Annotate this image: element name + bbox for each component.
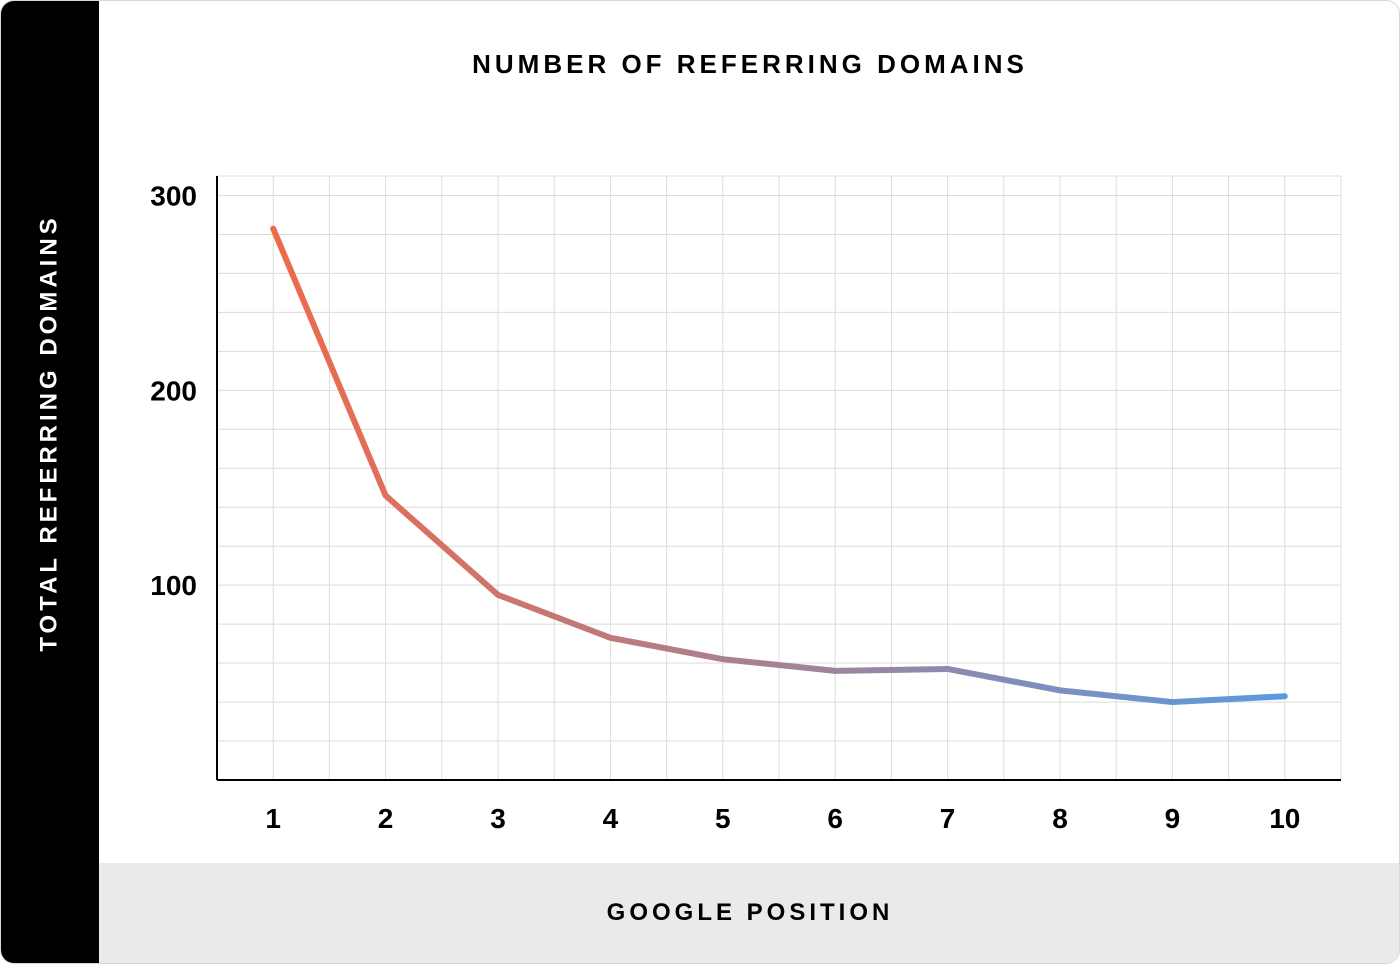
y-axis-rail: TOTAL REFERRING DOMAINS: [1, 1, 99, 964]
x-tick-label: 1: [265, 803, 281, 834]
x-tick-label: 5: [715, 803, 731, 834]
y-tick-label: 100: [150, 570, 197, 601]
x-tick-label: 3: [490, 803, 506, 834]
x-tick-label: 4: [603, 803, 619, 834]
y-tick-label: 300: [150, 180, 197, 211]
x-tick-label: 8: [1052, 803, 1068, 834]
y-axis-label-container: TOTAL REFERRING DOMAINS: [1, 1, 99, 865]
chart-svg: 100 200 300 1 2 3 4 5 6 7 8 9 10: [99, 126, 1400, 865]
x-tick-label: 9: [1165, 803, 1181, 834]
y-tick-label: 200: [150, 375, 197, 406]
chart-plot-area: 100 200 300 1 2 3 4 5 6 7 8 9 10: [99, 126, 1400, 865]
x-tick-label: 6: [827, 803, 843, 834]
x-tick-label: 10: [1269, 803, 1300, 834]
chart-title: NUMBER OF REFERRING DOMAINS: [99, 49, 1400, 80]
y-axis-label: TOTAL REFERRING DOMAINS: [36, 214, 64, 651]
x-tick-labels: 1 2 3 4 5 6 7 8 9 10: [265, 803, 1300, 834]
x-axis-label: GOOGLE POSITION: [607, 899, 894, 927]
chart-frame: TOTAL REFERRING DOMAINS NUMBER OF REFERR…: [0, 0, 1400, 964]
x-axis-label-band: GOOGLE POSITION: [99, 863, 1400, 963]
x-tick-label: 7: [940, 803, 956, 834]
y-tick-labels: 100 200 300: [150, 180, 197, 601]
grid: [217, 176, 1341, 780]
x-tick-label: 2: [378, 803, 394, 834]
